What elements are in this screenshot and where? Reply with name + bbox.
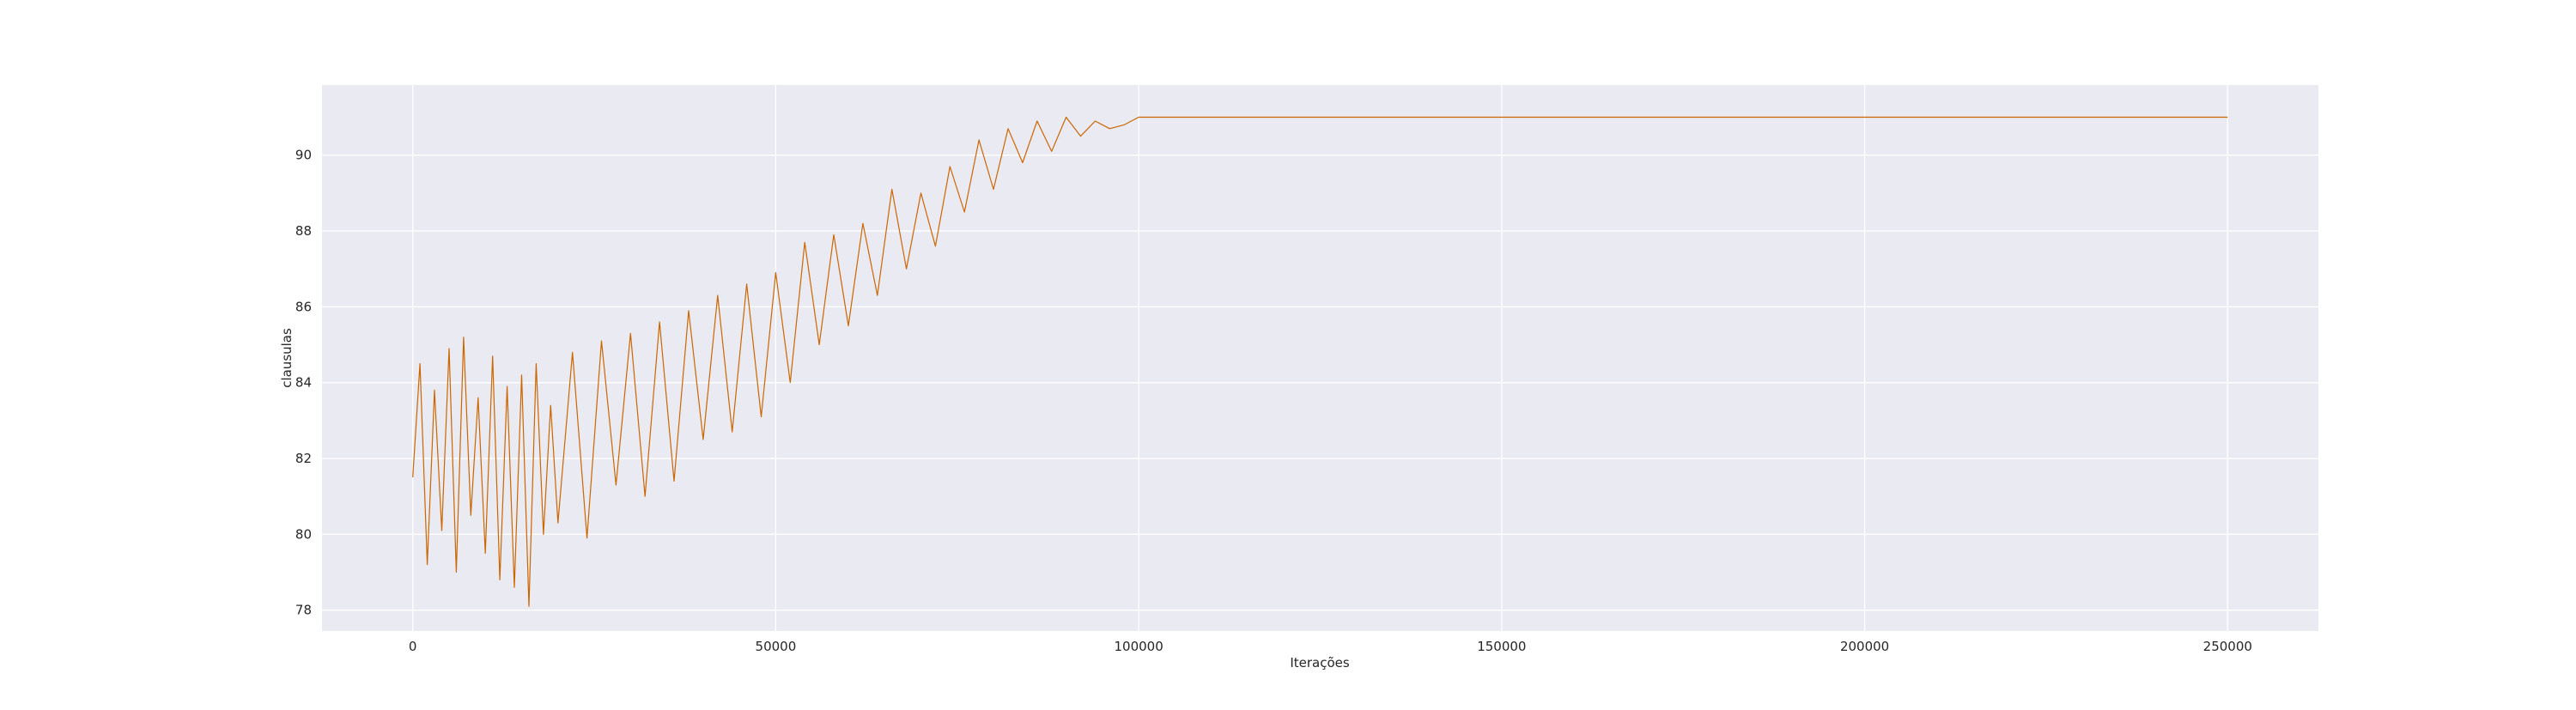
y-tick-label: 90 (295, 148, 312, 163)
x-axis-ticks: 0 50000 100000 150000 200000 250000 (409, 639, 2252, 654)
x-tick-label: 150000 (1477, 639, 1526, 654)
series-layer (412, 116, 2228, 607)
x-tick-label: 250000 (2203, 639, 2252, 654)
x-tick-label: 50000 (756, 639, 797, 654)
x-gridlines (412, 85, 2228, 631)
y-axis-ticks: 78 80 82 84 86 88 90 (295, 148, 312, 618)
y-tick-label: 88 (295, 223, 312, 239)
x-tick-label: 100000 (1115, 639, 1163, 654)
y-axis-label: clausulas (279, 328, 295, 388)
x-tick-label: 0 (409, 639, 417, 654)
y-tick-label: 86 (295, 299, 312, 314)
y-tick-label: 80 (295, 526, 312, 542)
x-tick-label: 200000 (1840, 639, 1889, 654)
y-tick-label: 84 (295, 375, 312, 391)
y-tick-label: 82 (295, 451, 312, 466)
x-axis-label: Iterações (1290, 655, 1350, 671)
series-line-0 (412, 116, 2228, 607)
y-tick-label: 78 (295, 603, 312, 618)
plot-area (322, 85, 2318, 631)
